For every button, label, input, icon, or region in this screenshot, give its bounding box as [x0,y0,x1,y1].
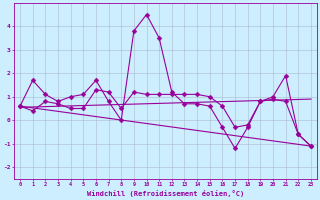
X-axis label: Windchill (Refroidissement éolien,°C): Windchill (Refroidissement éolien,°C) [87,190,244,197]
